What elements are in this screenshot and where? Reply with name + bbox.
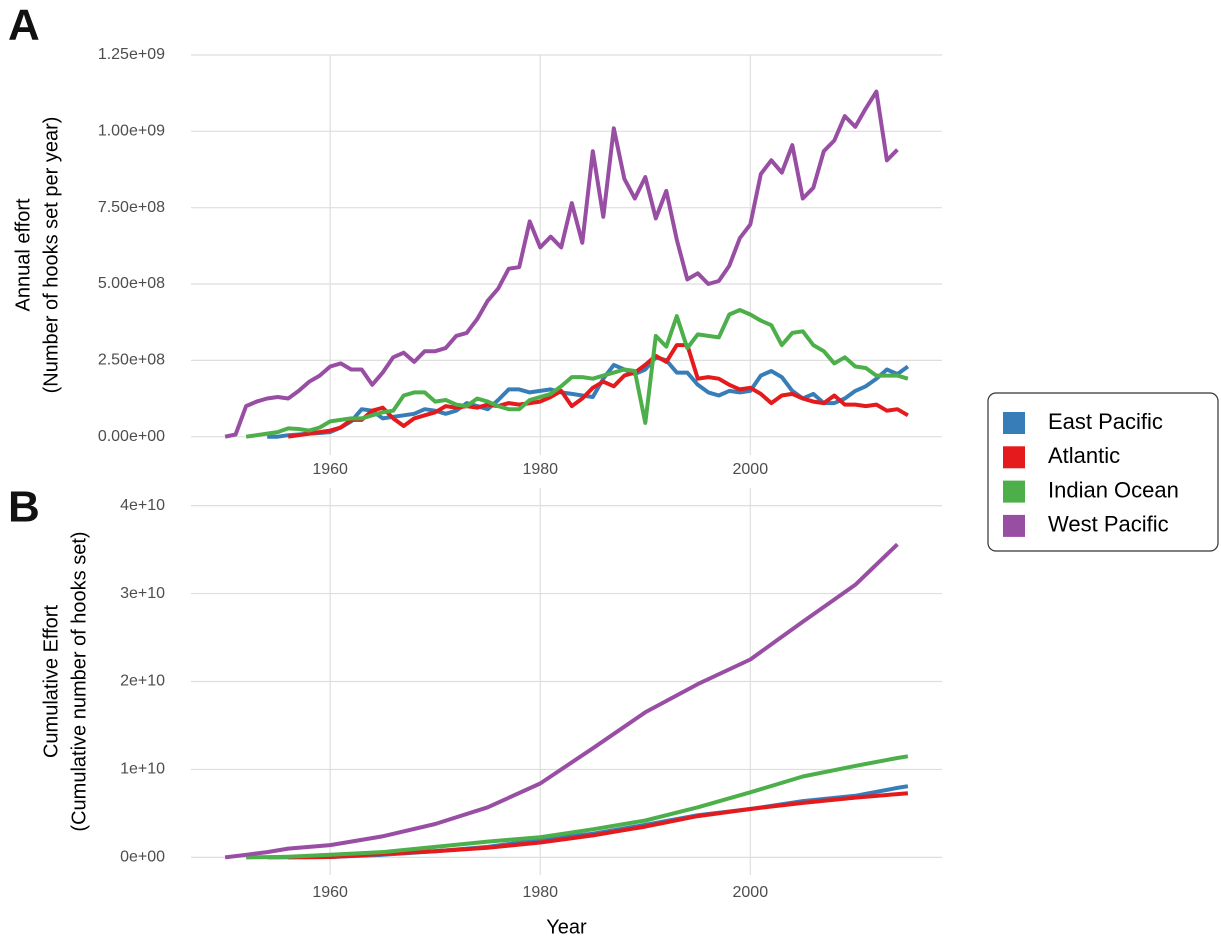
y-axis-title: (Cumulative number of hooks set)	[68, 531, 90, 831]
y-tick-label: 7.50e+08	[98, 199, 165, 216]
legend-swatch	[1003, 514, 1025, 537]
series-line	[245, 308, 909, 439]
y-tick-label: 2e+10	[120, 673, 165, 690]
x-tick-label: 1960	[312, 461, 348, 478]
x-tick-label: 2000	[733, 884, 769, 901]
y-tick-label: 3e+10	[120, 585, 165, 602]
y-axis-title: (Number of hooks set per year)	[40, 117, 62, 394]
panel-label: B	[8, 483, 40, 532]
series-line	[267, 784, 909, 860]
y-tick-label: 2.50e+08	[98, 352, 165, 369]
y-tick-label: 1e+10	[120, 761, 165, 778]
y-tick-label: 1.25e+09	[98, 46, 165, 63]
legend-swatch	[1003, 412, 1025, 434]
y-tick-label: 1.00e+09	[98, 123, 165, 140]
legend-swatch	[1003, 480, 1025, 503]
series-line	[224, 89, 899, 439]
legend-label: Indian Ocean	[1048, 477, 1179, 502]
y-axis-title: Cumulative Effort	[40, 605, 62, 758]
series-line	[287, 343, 909, 439]
y-tick-label: 4e+10	[120, 497, 165, 514]
x-axis-title: Year	[546, 916, 587, 938]
series-line	[288, 791, 909, 860]
x-tick-label: 2000	[733, 461, 769, 478]
y-axis-title: Annual effort	[12, 198, 34, 311]
series-line	[246, 754, 909, 860]
x-tick-label: 1960	[312, 884, 348, 901]
y-tick-label: 0e+00	[120, 849, 165, 866]
legend-box	[987, 392, 1219, 552]
legend-swatch	[1003, 446, 1025, 469]
y-tick-label: 0.00e+00	[98, 428, 165, 445]
x-tick-label: 1980	[522, 884, 558, 901]
legend-label: Atlantic	[1048, 443, 1120, 468]
legend-label: West Pacific	[1048, 512, 1169, 537]
legend-label: East Pacific	[1048, 409, 1163, 434]
y-tick-label: 5.00e+08	[98, 275, 165, 292]
panel-label: A	[8, 1, 40, 50]
x-tick-label: 1980	[522, 461, 558, 478]
series-line	[224, 542, 899, 860]
